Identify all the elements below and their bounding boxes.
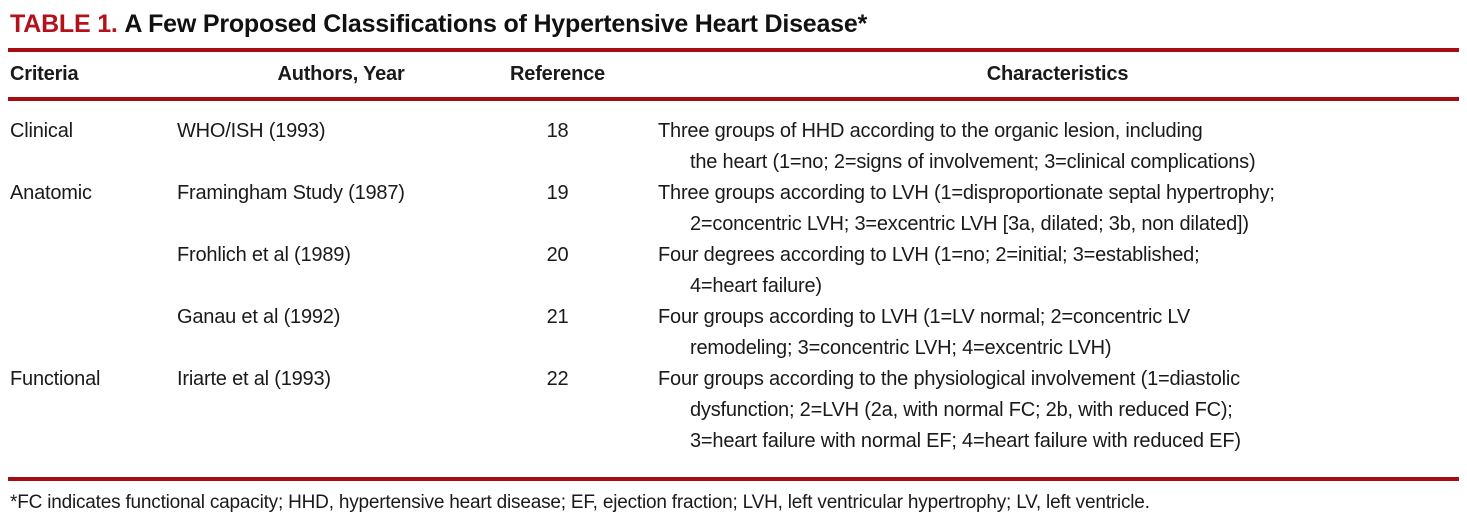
criteria-cell: Functional — [10, 368, 101, 390]
authors-cell: Iriarte et al (1993) — [177, 368, 331, 390]
characteristics-cell: Three groups according to LVH (1=disprop… — [658, 182, 1275, 235]
reference-cell: 20 — [546, 244, 569, 266]
column-header-reference: Reference — [510, 63, 605, 85]
table-title-text: A Few Proposed Classifications of Hypert… — [124, 9, 868, 38]
reference-cell: 19 — [546, 182, 569, 204]
characteristics-cell: Three groups of HHD according to the org… — [658, 120, 1256, 173]
table-header-row: Criteria Authors, Year Reference Charact… — [0, 52, 1467, 97]
column-header-criteria: Criteria — [10, 63, 79, 85]
table-body: Clinical WHO/ISH (1993) 18 Three groups … — [0, 101, 1467, 477]
reference-cell: 21 — [546, 306, 569, 328]
characteristics-cell: Four groups according to the physiologic… — [658, 368, 1241, 452]
criteria-cell: Clinical — [10, 120, 73, 142]
reference-cell: 22 — [546, 368, 569, 390]
top-rule — [8, 48, 1459, 52]
header-rule — [8, 97, 1459, 101]
column-header-authors-year: Authors, Year — [277, 63, 405, 85]
characteristics-cell: Four degrees according to LVH (1=no; 2=i… — [658, 244, 1200, 297]
authors-cell: Framingham Study (1987) — [177, 182, 405, 204]
authors-cell: WHO/ISH (1993) — [177, 120, 326, 142]
authors-cell: Ganau et al (1992) — [177, 306, 341, 328]
table-row: Ganau et al (1992) 21 Four groups accord… — [0, 302, 1467, 364]
table-row: Anatomic Framingham Study (1987) 19 Thre… — [0, 178, 1467, 240]
column-header-characteristics: Characteristics — [986, 63, 1129, 85]
table-row: Clinical WHO/ISH (1993) 18 Three groups … — [0, 116, 1467, 178]
authors-cell: Frohlich et al (1989) — [177, 244, 351, 266]
reference-cell: 18 — [546, 120, 569, 142]
criteria-cell: Anatomic — [10, 182, 92, 204]
bottom-rule — [8, 477, 1459, 481]
table-title: TABLE 1. A Few Proposed Classifications … — [0, 0, 1467, 48]
table-row: Functional Iriarte et al (1993) 22 Four … — [0, 364, 1467, 457]
table-number-label: TABLE 1. — [10, 9, 125, 38]
characteristics-cell: Four groups according to LVH (1=LV norma… — [658, 306, 1191, 359]
table-row: Frohlich et al (1989) 20 Four degrees ac… — [0, 240, 1467, 302]
table-footnote: *FC indicates functional capacity; HHD, … — [10, 492, 1150, 513]
